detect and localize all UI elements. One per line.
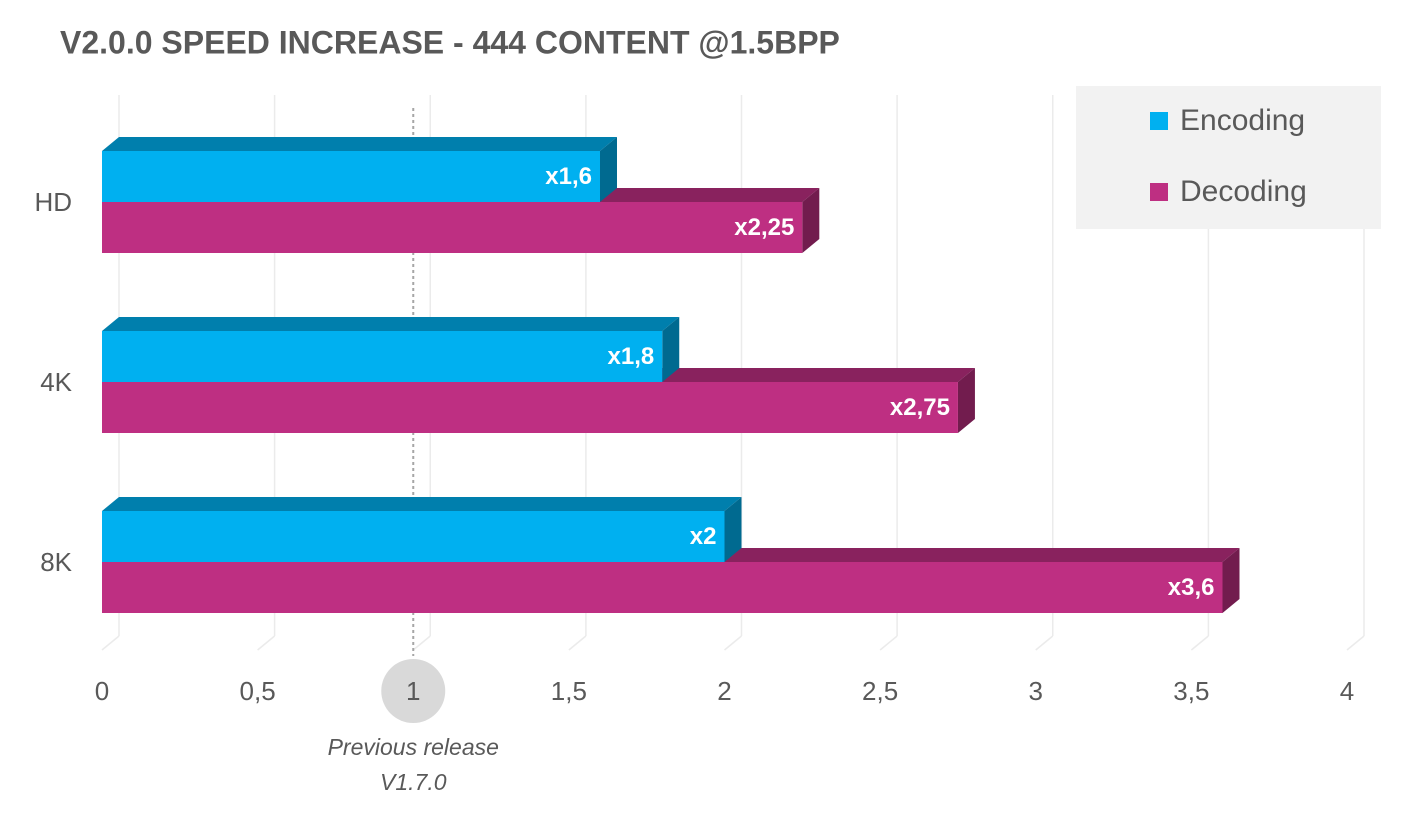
x-tick-label: 3,5 <box>1173 676 1209 706</box>
value-label: x2 <box>690 523 717 550</box>
grid-line-floor <box>879 635 898 651</box>
bar-top <box>102 137 617 151</box>
bar-side <box>662 317 680 382</box>
chart-title: V2.0.0 SPEED INCREASE - 444 CONTENT @1.5… <box>60 24 840 60</box>
x-tick-label: 3 <box>1029 676 1043 706</box>
grid-line-floor <box>1346 635 1365 651</box>
x-tick-label: 4 <box>1340 676 1354 706</box>
x-tick-label: 2 <box>717 676 731 706</box>
grid-line-floor <box>568 635 587 651</box>
reference-label: Previous release <box>328 734 499 760</box>
legend-label: Encoding <box>1180 104 1305 137</box>
y-tick-label: 8K <box>40 547 72 577</box>
bar <box>102 331 663 382</box>
value-label: x1,8 <box>608 343 655 370</box>
x-tick-label: 1 <box>406 676 420 706</box>
y-tick-label: HD <box>34 187 72 217</box>
bar <box>102 511 725 562</box>
reference-label: V1.7.0 <box>380 769 447 795</box>
grid-line-floor <box>101 635 120 651</box>
reference-marker <box>381 659 446 723</box>
bar-side <box>1222 548 1240 613</box>
value-label: x1,6 <box>545 163 592 190</box>
bar <box>102 382 958 433</box>
x-tick-label: 0,5 <box>240 676 276 706</box>
value-label: x2,75 <box>890 394 950 421</box>
value-label: x2,25 <box>734 214 794 241</box>
grid-line-floor <box>412 635 431 651</box>
legend-swatch <box>1150 112 1168 130</box>
value-label: x3,6 <box>1168 574 1215 601</box>
bar-side <box>600 137 617 202</box>
bar-side <box>724 497 742 562</box>
legend-box <box>1076 86 1381 229</box>
bar-top <box>102 317 680 331</box>
bar-side <box>957 368 975 433</box>
bar <box>102 202 803 253</box>
y-tick-label: 4K <box>40 367 72 397</box>
bar-top <box>102 497 742 511</box>
x-tick-label: 0 <box>95 676 109 706</box>
legend-swatch <box>1150 183 1168 201</box>
bar <box>102 562 1223 613</box>
bar-side <box>802 188 820 253</box>
grid-line-floor <box>1190 635 1209 651</box>
x-tick-label: 1,5 <box>551 676 587 706</box>
x-tick-label: 2,5 <box>862 676 898 706</box>
grid-line-floor <box>724 635 742 651</box>
legend-label: Decoding <box>1180 175 1307 208</box>
grid-line-floor <box>257 635 276 651</box>
bar <box>102 151 600 202</box>
grid-line-floor <box>1035 635 1054 651</box>
